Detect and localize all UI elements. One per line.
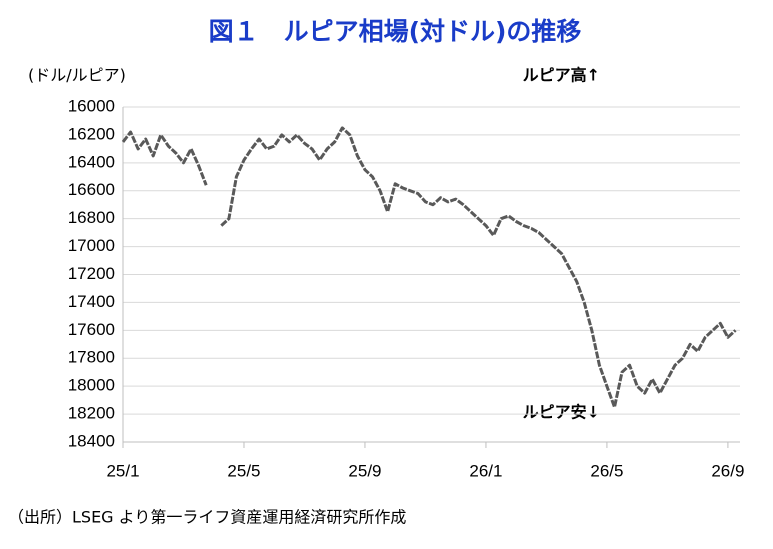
x-tick-label: 26/1 [469, 461, 502, 480]
y-tick-label: 16800 [68, 208, 115, 227]
y-tick-label: 17200 [68, 264, 115, 283]
source-note: （出所）LSEG より第一ライフ資産運用経済研究所作成 [8, 508, 406, 527]
annotation: ルピア高↑ [523, 66, 600, 85]
y-tick-label: 16200 [68, 124, 115, 143]
x-tick-label: 25/9 [348, 461, 381, 480]
price-line [121, 126, 737, 409]
y-tick-label: 17800 [68, 348, 115, 367]
y-tick-label: 17400 [68, 292, 115, 311]
y-tick-label: 18200 [68, 404, 115, 423]
y-tick-label: 16600 [68, 180, 115, 199]
x-tick-label: 26/9 [711, 461, 744, 480]
y-tick-label: 18400 [68, 431, 115, 450]
y-tick-label: 16000 [68, 96, 115, 115]
y-tick-label: 17000 [68, 236, 115, 255]
y-axis-label: (ドル/ルピア) [28, 66, 126, 85]
chart-title: 図１ ルピア相場(対ドル)の推移 [209, 17, 582, 46]
x-tick-label: 25/5 [227, 461, 260, 480]
x-tick-label: 25/1 [106, 461, 139, 480]
y-tick-label: 18000 [68, 376, 115, 395]
annotation: ルピア安↓ [523, 403, 600, 422]
y-tick-label: 16400 [68, 152, 115, 171]
x-tick-label: 26/5 [590, 461, 623, 480]
y-tick-label: 17600 [68, 320, 115, 339]
